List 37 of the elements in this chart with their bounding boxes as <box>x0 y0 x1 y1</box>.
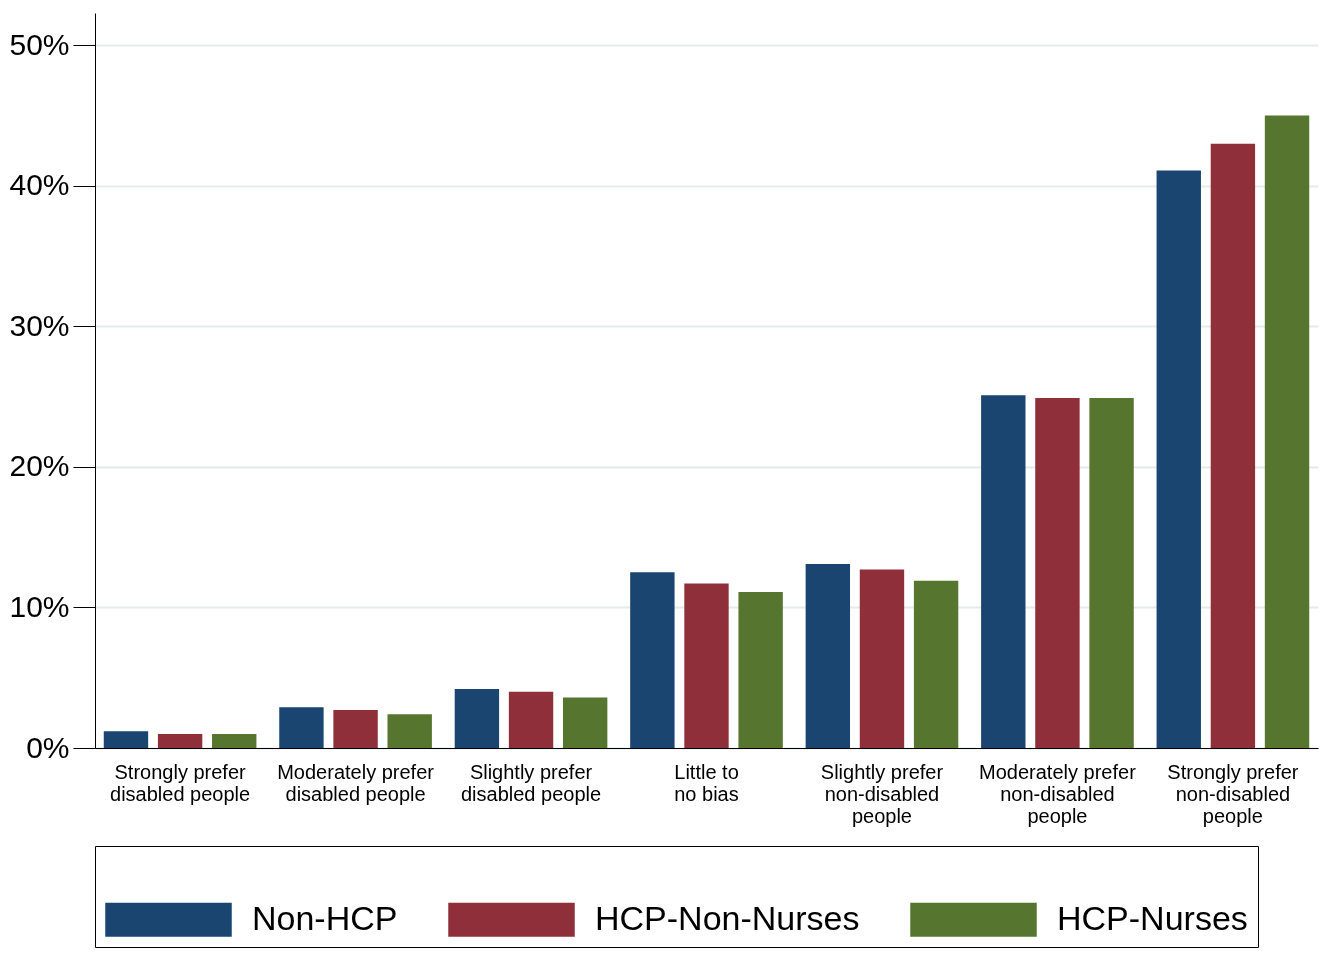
bar <box>157 733 203 748</box>
bar <box>859 569 905 748</box>
bar <box>630 572 675 748</box>
bar <box>562 697 608 748</box>
bar <box>1210 143 1256 748</box>
legend-label: HCP-Nurses <box>1057 898 1248 937</box>
x-tick-label: Moderately prefer non-disabled people <box>979 760 1137 827</box>
bar <box>1156 170 1201 748</box>
legend-label: HCP-Non-Nurses <box>595 898 860 937</box>
bar <box>387 714 432 748</box>
y-tick-label: 50% <box>9 27 70 61</box>
x-tick-label: Slightly prefer disabled people <box>460 760 602 805</box>
bar <box>805 563 851 748</box>
x-tick-label: Little to no bias <box>674 760 739 805</box>
bar <box>279 707 324 748</box>
bar <box>981 395 1026 748</box>
y-tick-label: 20% <box>9 449 70 483</box>
bar <box>1089 398 1134 748</box>
x-tick-label: Slightly prefer non-disabled people <box>820 760 944 827</box>
y-tick-label: 10% <box>9 589 70 623</box>
x-tick-label: Strongly prefer non-disabled people <box>1167 760 1299 827</box>
bar <box>1264 115 1310 748</box>
y-tick-label: 0% <box>26 730 70 764</box>
bar <box>508 691 554 748</box>
bar <box>212 733 257 748</box>
x-tick-label: Strongly prefer disabled people <box>110 760 251 805</box>
y-tick-label: 30% <box>9 308 70 342</box>
bar <box>333 710 378 748</box>
y-tick-label: 40% <box>9 168 70 202</box>
bar <box>684 583 729 748</box>
bar <box>454 688 500 748</box>
legend-label: Non-HCP <box>252 898 398 937</box>
bar <box>738 592 783 748</box>
bar <box>913 580 959 748</box>
bar <box>103 731 149 748</box>
bar <box>1035 398 1080 748</box>
x-tick-label: Moderately prefer disabled people <box>277 760 435 805</box>
